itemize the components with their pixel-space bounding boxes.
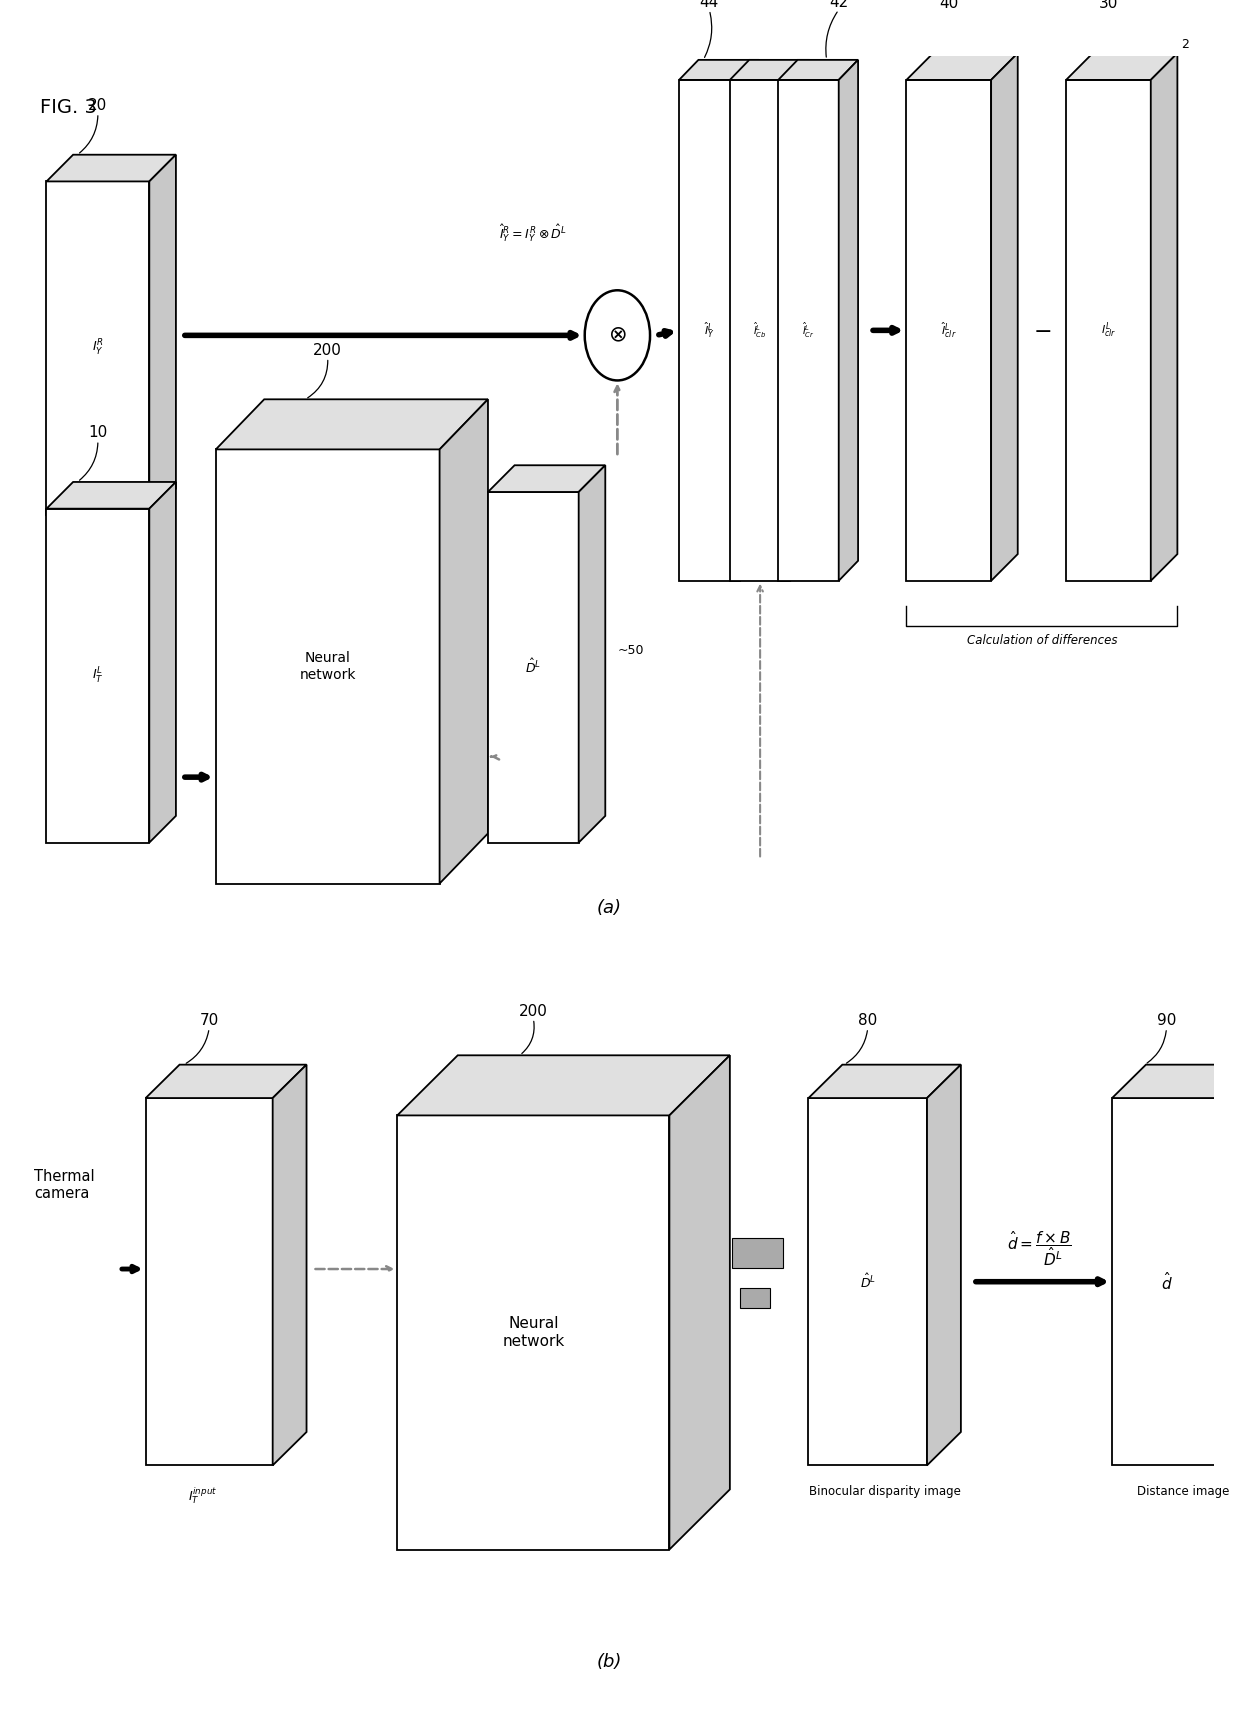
Text: $-$: $-$	[1033, 320, 1052, 341]
Polygon shape	[779, 80, 838, 581]
Text: FIG. 3: FIG. 3	[41, 99, 97, 118]
Text: $I_{clr}^L$: $I_{clr}^L$	[1101, 320, 1116, 341]
Text: $\hat{I}_{Cr}^L$: $\hat{I}_{Cr}^L$	[802, 320, 815, 341]
Text: 80: 80	[858, 1014, 878, 1028]
Polygon shape	[1151, 54, 1178, 581]
Polygon shape	[838, 61, 858, 581]
Text: Thermal
camera: Thermal camera	[35, 1169, 95, 1201]
Polygon shape	[739, 61, 759, 581]
Polygon shape	[46, 509, 149, 843]
Polygon shape	[1221, 1064, 1240, 1465]
Polygon shape	[145, 1064, 306, 1099]
Polygon shape	[1066, 80, 1151, 581]
Text: 70: 70	[200, 1014, 218, 1028]
Polygon shape	[1066, 54, 1178, 80]
Polygon shape	[397, 1116, 670, 1550]
Text: Distance image: Distance image	[1137, 1486, 1230, 1498]
Text: 90: 90	[1157, 1014, 1177, 1028]
Text: 30: 30	[1099, 0, 1118, 12]
Polygon shape	[670, 1055, 730, 1550]
Text: (a): (a)	[596, 900, 621, 917]
Text: $I_T^L$: $I_T^L$	[92, 666, 104, 685]
Text: (b): (b)	[596, 1652, 621, 1671]
Polygon shape	[216, 400, 489, 450]
Polygon shape	[991, 54, 1018, 581]
Polygon shape	[149, 483, 176, 843]
Polygon shape	[680, 80, 739, 581]
Polygon shape	[906, 54, 1018, 80]
Text: $\hat{I}_{Cb}^L$: $\hat{I}_{Cb}^L$	[753, 320, 768, 341]
Polygon shape	[808, 1099, 928, 1465]
Polygon shape	[145, 1099, 273, 1465]
Polygon shape	[808, 1064, 961, 1099]
Polygon shape	[397, 1055, 730, 1116]
Polygon shape	[730, 61, 810, 80]
Polygon shape	[489, 491, 579, 843]
Polygon shape	[906, 80, 991, 581]
Text: 40: 40	[939, 0, 959, 12]
Polygon shape	[273, 1064, 306, 1465]
Polygon shape	[46, 182, 149, 516]
Text: Neural
network: Neural network	[502, 1317, 564, 1349]
Polygon shape	[440, 400, 489, 884]
Text: 10: 10	[88, 426, 108, 439]
Text: 200: 200	[314, 343, 342, 358]
Text: $\otimes$: $\otimes$	[608, 325, 626, 346]
Text: $\hat{d}$: $\hat{d}$	[1161, 1272, 1172, 1292]
Polygon shape	[46, 483, 176, 509]
Text: $\hat{I}_Y^L$: $\hat{I}_Y^L$	[704, 320, 714, 341]
FancyBboxPatch shape	[733, 1239, 784, 1268]
Polygon shape	[149, 154, 176, 516]
Text: 20: 20	[88, 99, 108, 112]
Text: $\hat{I}_Y^R=I_Y^R\otimes\hat{D}^L$: $\hat{I}_Y^R=I_Y^R\otimes\hat{D}^L$	[498, 221, 567, 244]
Polygon shape	[790, 61, 810, 581]
Text: $\hat{D}^L$: $\hat{D}^L$	[859, 1273, 875, 1291]
Text: $\hat{I}_{clr}^L$: $\hat{I}_{clr}^L$	[941, 320, 956, 341]
Text: 42: 42	[830, 0, 848, 10]
Text: Calculation of differences: Calculation of differences	[967, 635, 1117, 647]
Text: Neural
network: Neural network	[299, 652, 356, 682]
Text: 200: 200	[518, 1003, 548, 1019]
Polygon shape	[1112, 1099, 1221, 1465]
Polygon shape	[779, 61, 858, 80]
Polygon shape	[579, 465, 605, 843]
Text: $I_Y^R$: $I_Y^R$	[92, 339, 104, 358]
Text: $I_T^{input}$: $I_T^{input}$	[188, 1486, 218, 1507]
Text: Binocular disparity image: Binocular disparity image	[808, 1486, 961, 1498]
Text: 44: 44	[699, 0, 719, 10]
Text: ~50: ~50	[618, 644, 644, 657]
Text: $\hat{d}=\dfrac{f\times B}{\hat{D}^L}$: $\hat{d}=\dfrac{f\times B}{\hat{D}^L}$	[1007, 1228, 1071, 1268]
Polygon shape	[928, 1064, 961, 1465]
Polygon shape	[680, 61, 759, 80]
Polygon shape	[730, 80, 790, 581]
Polygon shape	[216, 450, 440, 884]
Text: 2: 2	[1180, 38, 1189, 52]
Polygon shape	[489, 465, 605, 491]
FancyBboxPatch shape	[739, 1289, 770, 1308]
Polygon shape	[46, 154, 176, 182]
Text: $\hat{D}^L$: $\hat{D}^L$	[526, 657, 542, 676]
Polygon shape	[1112, 1064, 1240, 1099]
